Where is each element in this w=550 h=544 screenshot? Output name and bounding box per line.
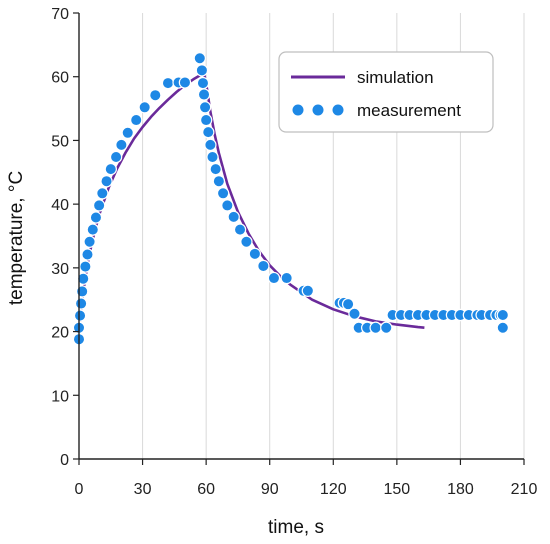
y-tick-label: 30 [51,261,69,278]
measurement-point [81,248,94,261]
measurement-point [193,52,206,65]
tick-labels: 0 30 60 90 120 150 180 210 0 10 20 30 40 50 60 70 [51,6,537,498]
measurement-point [221,199,234,212]
measurement-point [369,321,382,334]
measurement-point [204,138,217,152]
x-tick-label: 180 [447,481,474,498]
y-tick-label: 0 [60,452,69,469]
measurement-point [100,175,113,188]
x-tick-label: 90 [261,481,279,498]
measurement-point [161,76,175,90]
legend-box [278,51,494,133]
measurement-point [138,101,151,114]
measurement-point [380,321,393,334]
measurement-point [216,187,230,200]
measurement-series [72,52,510,346]
measurement-point [195,64,209,77]
measurement-point [89,211,103,224]
measurement-point [206,150,219,164]
measurement-point [198,101,212,114]
measurement-point [73,309,87,322]
measurement-point [92,199,106,212]
measurement-point [248,247,262,261]
x-axis-label: time, s [268,517,324,538]
y-tick-label: 20 [51,325,69,342]
measurement-point [199,113,213,127]
axes [73,12,525,465]
measurement-point [96,187,109,200]
y-tick-label: 40 [51,197,69,214]
measurement-point [267,271,281,285]
measurement-point [121,126,134,139]
measurement-point [496,308,510,322]
measurement-point [79,260,92,273]
x-tick-label: 30 [134,481,152,498]
x-tick-label: 150 [384,481,411,498]
measurement-point [233,223,247,236]
measurement-point [196,76,210,90]
measurement-point [104,162,117,176]
y-tick-label: 60 [51,70,69,87]
measurement-point [178,76,192,89]
measurement-point [257,259,270,273]
measurement-point [280,271,293,285]
measurement-point [301,284,315,297]
measurement-point [77,272,90,285]
measurement-point [75,285,89,298]
measurement-point [130,113,143,127]
y-tick-label: 50 [51,133,69,150]
legend-measurement-marker [292,104,304,116]
measurement-point [197,88,211,101]
legend-measurement-marker [332,104,344,116]
measurement-point [227,210,240,224]
measurement-point [209,162,222,176]
y-tick-label: 10 [51,388,69,405]
measurement-point [240,235,253,248]
measurement-point [83,235,96,248]
measurement-point [348,307,361,320]
measurement-point [341,297,355,311]
legend-simulation-label: simulation [357,68,434,87]
x-tick-label: 60 [197,481,215,498]
measurement-point [202,125,215,139]
legend: simulation measurement [278,51,494,133]
measurement-point [109,150,123,164]
measurement-point [86,223,99,236]
measurement-point [212,175,226,188]
y-axis-label: temperature, °C [6,171,27,305]
x-tick-label: 0 [75,481,84,498]
measurement-point [149,88,162,102]
legend-measurement-label: measurement [357,101,461,120]
x-tick-label: 120 [320,481,347,498]
legend-measurement-marker [312,104,324,116]
measurement-point [115,138,128,152]
x-tick-label: 210 [511,481,538,498]
y-tick-label: 70 [51,6,69,23]
measurement-point [74,297,88,310]
measurement-point [496,321,510,334]
